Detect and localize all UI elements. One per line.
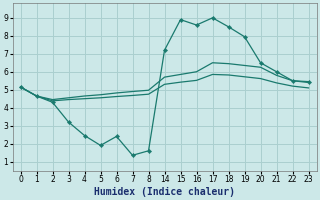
X-axis label: Humidex (Indice chaleur): Humidex (Indice chaleur) <box>94 186 235 197</box>
